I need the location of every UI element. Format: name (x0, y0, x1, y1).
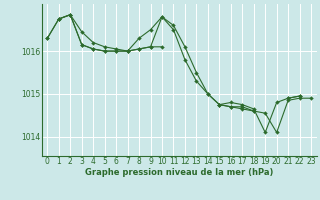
X-axis label: Graphe pression niveau de la mer (hPa): Graphe pression niveau de la mer (hPa) (85, 168, 273, 177)
